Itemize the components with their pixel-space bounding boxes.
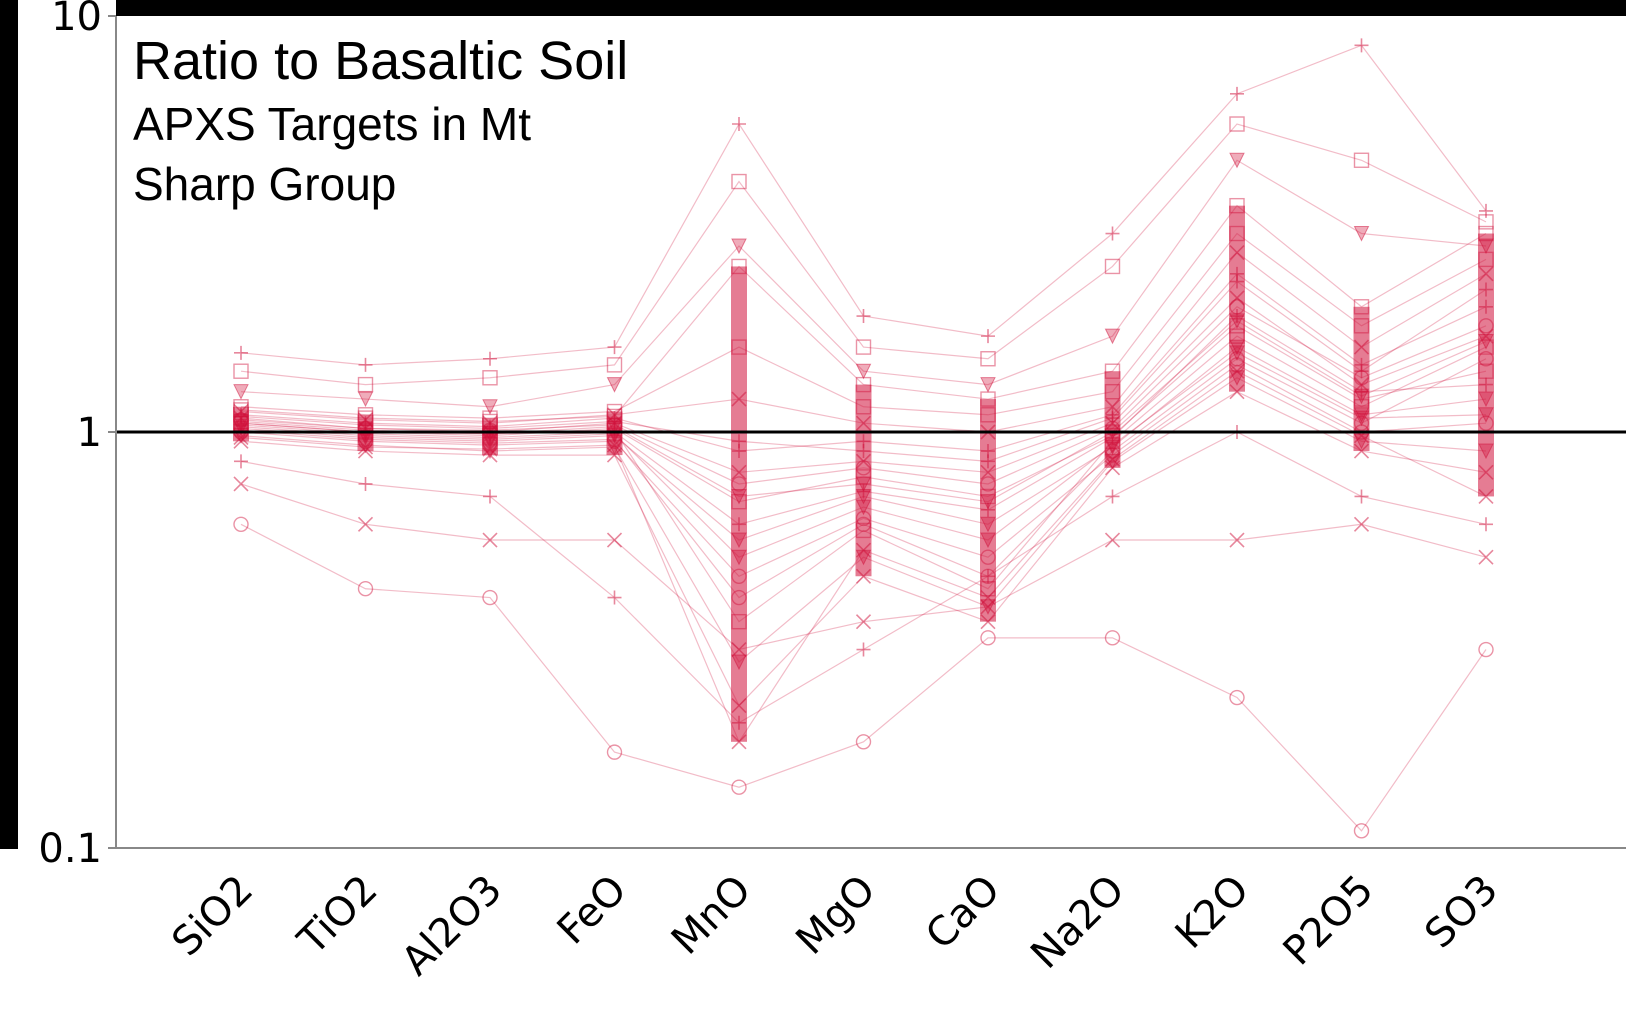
data-point xyxy=(731,238,747,255)
column-band xyxy=(731,266,747,742)
chart-subtitle: APXS Targets in Mt Sharp Group xyxy=(133,98,531,210)
series-line xyxy=(240,159,1487,408)
column-band xyxy=(1478,233,1494,497)
series-line xyxy=(240,523,1487,832)
data-point xyxy=(1354,489,1369,504)
data-point xyxy=(1353,823,1370,839)
data-point xyxy=(856,309,871,324)
lower-background xyxy=(0,849,1626,1010)
data-point xyxy=(1105,489,1120,504)
column-band xyxy=(482,418,498,456)
data-point xyxy=(358,476,373,491)
title-block: Ratio to Basaltic Soil APXS Targets in M… xyxy=(133,28,653,214)
data-point xyxy=(1229,152,1245,169)
data-point xyxy=(357,581,374,597)
data-point xyxy=(980,377,996,393)
data-point xyxy=(1104,532,1121,548)
column-band xyxy=(980,399,996,622)
column-band xyxy=(233,406,249,442)
data-point xyxy=(606,744,623,760)
column-band xyxy=(1104,371,1121,468)
data-point xyxy=(1353,226,1370,242)
data-point xyxy=(482,532,498,548)
y-tick-label: 0.1 xyxy=(38,826,102,872)
data-point xyxy=(1229,116,1245,132)
data-point xyxy=(482,399,498,415)
data-point xyxy=(1478,641,1494,658)
column-band xyxy=(1229,205,1245,392)
data-point xyxy=(855,734,872,750)
data-point xyxy=(855,339,872,355)
y-tick-label: 1 xyxy=(77,410,102,456)
data-point xyxy=(358,357,373,372)
data-point xyxy=(1105,226,1120,241)
data-point xyxy=(1104,258,1121,275)
column-band xyxy=(1353,306,1370,452)
series-line xyxy=(240,123,1487,386)
data-point xyxy=(1229,532,1245,548)
data-point xyxy=(1478,214,1494,230)
data-point xyxy=(606,357,623,373)
data-point xyxy=(731,173,747,190)
data-point xyxy=(1354,38,1369,53)
data-point xyxy=(357,516,374,532)
data-point xyxy=(981,329,995,344)
data-point xyxy=(1478,549,1494,565)
data-point xyxy=(482,589,498,606)
data-point xyxy=(731,779,747,795)
data-point xyxy=(233,476,249,492)
data-point xyxy=(980,351,996,367)
chart-title: Ratio to Basaltic Soil xyxy=(133,31,629,91)
y-tick-label: 10 xyxy=(51,0,102,40)
data-point xyxy=(1104,630,1121,646)
series-lines xyxy=(233,38,1494,839)
data-point xyxy=(856,642,871,657)
data-point xyxy=(1353,152,1370,168)
data-point xyxy=(606,532,623,548)
data-point xyxy=(855,363,872,380)
data-point xyxy=(234,345,248,360)
data-point xyxy=(233,516,249,532)
data-point xyxy=(483,489,497,504)
column-band xyxy=(855,384,872,577)
data-point xyxy=(606,377,623,393)
data-point xyxy=(357,391,374,408)
data-point xyxy=(607,340,622,355)
data-point xyxy=(1479,203,1493,218)
data-point xyxy=(1353,516,1370,532)
data-point xyxy=(855,614,872,630)
data-point xyxy=(233,384,249,400)
data-point xyxy=(483,351,497,366)
data-point xyxy=(233,363,249,379)
data-point xyxy=(1229,689,1245,706)
data-point xyxy=(607,590,622,605)
data-point xyxy=(980,630,996,646)
data-point xyxy=(1230,86,1244,101)
data-point xyxy=(482,370,498,386)
data-point xyxy=(1104,328,1121,345)
data-point xyxy=(1479,517,1493,532)
data-point xyxy=(732,117,746,132)
left-background xyxy=(18,0,116,1010)
data-point xyxy=(234,454,248,469)
